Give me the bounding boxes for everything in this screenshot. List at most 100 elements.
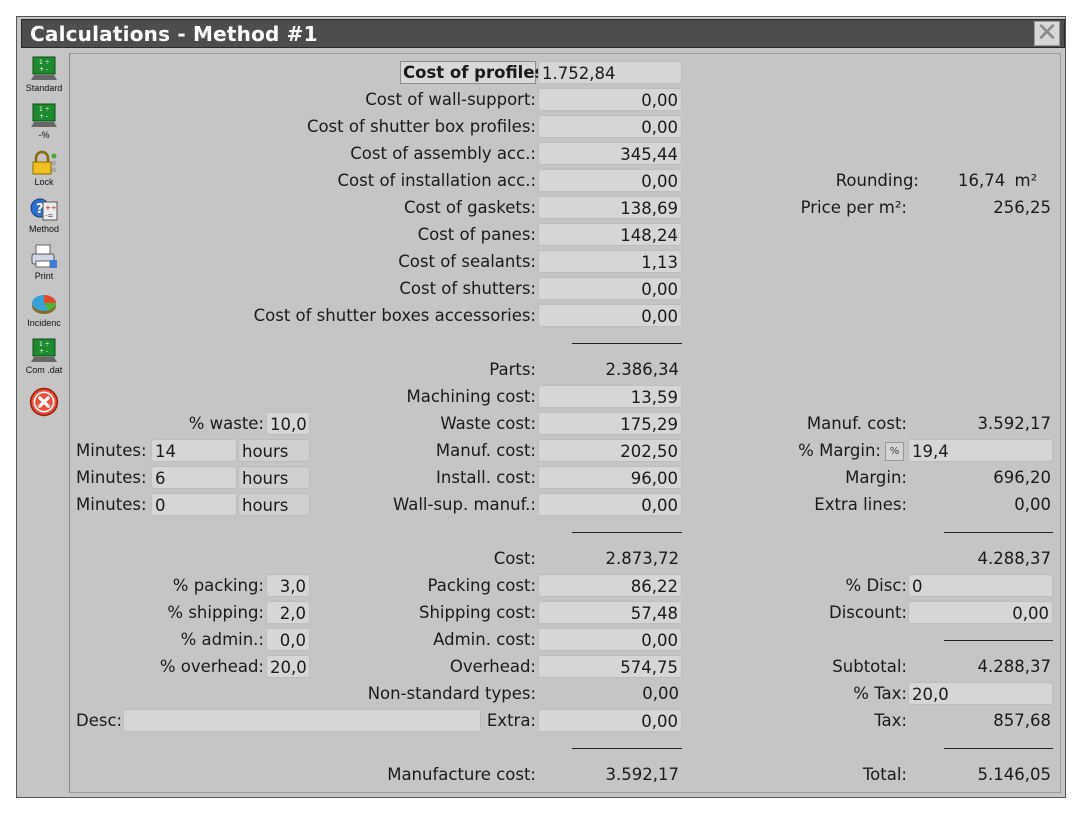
close-red-icon — [29, 387, 59, 417]
waste-cost-label: Waste cost: — [440, 414, 536, 433]
nonstandard-value: 0,00 — [642, 684, 679, 703]
admin-pct-label: % admin.: — [180, 630, 264, 649]
manuf-hours-field[interactable]: hours — [238, 439, 310, 462]
cost-label: Cost: — [493, 549, 536, 568]
cost-gaskets-field[interactable]: 138,69 — [538, 196, 682, 219]
parts-label: Parts: — [489, 360, 536, 379]
tax-pct-label: % Tax: — [853, 684, 907, 703]
cost-divider — [572, 532, 682, 533]
waste-cost-field[interactable]: 175,29 — [538, 412, 682, 435]
price-per-m2-value: 256,25 — [993, 198, 1051, 217]
cost-assembly-field[interactable]: 345,44 — [538, 142, 682, 165]
margin-pct-field[interactable]: 19,4 — [908, 439, 1053, 462]
manuf-cost-label: Manuf. cost: — [435, 441, 536, 460]
cost-shutters-field[interactable]: 0,00 — [538, 277, 682, 300]
overhead-pct-field[interactable]: 20,0 — [266, 655, 310, 678]
admin-cost-field[interactable]: 0,00 — [538, 628, 682, 651]
percent-chart-icon: 1 ÷ + - — [31, 103, 57, 127]
extra-lines-value: 0,00 — [1014, 495, 1051, 514]
desc-field[interactable] — [123, 709, 481, 732]
total-label: Total: — [862, 765, 907, 784]
cancel-button[interactable] — [23, 384, 65, 426]
parts-value: 2.386,34 — [605, 360, 679, 379]
cost-installation-field[interactable]: 0,00 — [538, 169, 682, 192]
cost-panes-field[interactable]: 148,24 — [538, 223, 682, 246]
right-divider-2 — [944, 640, 1053, 641]
percent-button[interactable]: 1 ÷ + - -% — [23, 102, 65, 144]
manuf-minutes-field[interactable]: 14 — [151, 439, 237, 462]
nonstandard-label: Non-standard types: — [367, 684, 536, 703]
shipping-pct-label: % shipping: — [167, 603, 264, 622]
cost-wall-support-label: Cost of wall-support: — [365, 90, 536, 109]
svg-text:?: ? — [36, 202, 44, 217]
disc-pct-label: % Disc: — [845, 576, 907, 595]
method-button[interactable]: ? +÷ -= Method — [23, 196, 65, 238]
install-minutes-field[interactable]: 6 — [151, 466, 237, 489]
right-divider-3 — [944, 748, 1053, 749]
install-hours-field[interactable]: hours — [238, 466, 310, 489]
cost-installation-label: Cost of installation acc.: — [337, 171, 536, 190]
wallsup-minutes-field[interactable]: 0 — [151, 493, 237, 516]
discount-field[interactable]: 0,00 — [908, 601, 1053, 624]
title-bar: Calculations - Method #1 ✕ — [21, 19, 1065, 48]
svg-text:1 ÷: 1 ÷ — [39, 59, 50, 66]
right-manuf-cost-label: Manuf. cost: — [806, 414, 907, 433]
install-cost-label: Install. cost: — [436, 468, 536, 487]
install-cost-field[interactable]: 96,00 — [538, 466, 682, 489]
subtotal-value: 4.288,37 — [977, 657, 1051, 676]
shipping-pct-field[interactable]: 2,0 — [266, 601, 310, 624]
rounding-value: 16,74 — [958, 171, 1006, 190]
packing-pct-field[interactable]: 3,0 — [266, 574, 310, 597]
overhead-field[interactable]: 574,75 — [538, 655, 682, 678]
margin-pct-button[interactable]: % — [885, 442, 904, 461]
toolbar-label: Print — [34, 271, 54, 281]
subtotal-divider — [572, 343, 682, 344]
right-manuf-cost-value: 3.592,17 — [977, 414, 1051, 433]
svg-text:-=: -= — [45, 212, 54, 220]
cost-profiles-field[interactable]: 1.752,84 — [538, 61, 682, 84]
wallsup-manuf-field[interactable]: 0,00 — [538, 493, 682, 516]
cost-sealants-field[interactable]: 1,13 — [538, 250, 682, 273]
toolbar-label: -% — [38, 130, 50, 140]
wallsup-hours-field[interactable]: hours — [238, 493, 310, 516]
toolbar-label: Standard — [25, 83, 63, 93]
com-data-icon: 1 ÷ + - — [31, 338, 57, 362]
lock-button[interactable]: Lock — [23, 149, 65, 191]
overhead-pct-label: % overhead: — [159, 657, 264, 676]
shipping-cost-field[interactable]: 57,48 — [538, 601, 682, 624]
manuf-cost-field[interactable]: 202,50 — [538, 439, 682, 462]
cost-shutter-boxes-acc-field[interactable]: 0,00 — [538, 304, 682, 327]
print-button[interactable]: Print — [23, 243, 65, 285]
admin-pct-field[interactable]: 0,0 — [266, 628, 310, 651]
waste-pct-field[interactable]: 10,0 — [266, 412, 310, 435]
cost-wall-support-field[interactable]: 0,00 — [538, 88, 682, 111]
wallsup-manuf-label: Wall-sup. manuf.: — [392, 495, 536, 514]
total-value: 5.146,05 — [977, 765, 1051, 784]
tax-pct-field[interactable]: 20,0 — [908, 682, 1053, 705]
standard-button[interactable]: 1 ÷ + - Standard — [23, 55, 65, 97]
incidence-pie-icon — [32, 295, 56, 314]
margin-value: 696,20 — [993, 468, 1051, 487]
incidence-button[interactable]: Incidenc — [23, 290, 65, 332]
com-dat-button[interactable]: 1 ÷ + - Com .dat — [23, 337, 65, 379]
svg-text:+÷: +÷ — [45, 204, 57, 212]
machining-field[interactable]: 13,59 — [538, 385, 682, 408]
rounding-unit: m² — [1014, 171, 1038, 190]
extra-field[interactable]: 0,00 — [538, 709, 682, 732]
disc-pct-field[interactable]: 0 — [908, 574, 1053, 597]
cost-profiles-label: Cost of profiles: — [400, 61, 551, 84]
cost-shutter-boxes-acc-label: Cost of shutter boxes accessories: — [253, 306, 536, 325]
cost-shutters-label: Cost of shutters: — [399, 279, 536, 298]
shipping-cost-label: Shipping cost: — [418, 603, 536, 622]
margin-label: Margin: — [845, 468, 907, 487]
toolbar-label: Com .dat — [25, 365, 63, 375]
packing-cost-field[interactable]: 86,22 — [538, 574, 682, 597]
lock-icon — [32, 150, 57, 175]
manufacture-cost-label: Manufacture cost: — [387, 765, 536, 784]
cost-panes-label: Cost of panes: — [417, 225, 536, 244]
wallsup-minutes-label: Minutes: — [76, 495, 147, 514]
packing-pct-label: % packing: — [172, 576, 264, 595]
cost-shutter-box-profiles-field[interactable]: 0,00 — [538, 115, 682, 138]
close-window-button[interactable]: ✕ — [1034, 20, 1060, 46]
